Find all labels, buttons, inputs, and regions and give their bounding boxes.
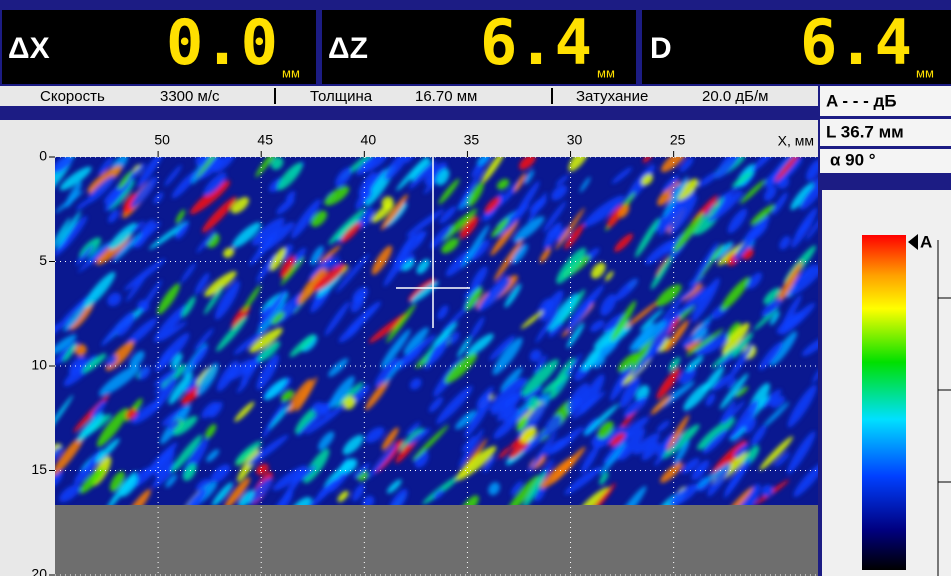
readout-label: ΔZ — [328, 32, 368, 65]
status-value: 3300 м/с — [160, 88, 220, 105]
readout-value: 0.0 — [166, 6, 278, 79]
status-label: Скорость — [40, 88, 105, 105]
status-bar — [0, 86, 818, 106]
readout-label: D — [650, 32, 672, 65]
screen: ΔX 0.0 мм ΔZ 6.4 мм D 6.4 мм Скорость 33… — [0, 0, 951, 576]
x-axis-label: X, мм — [778, 133, 814, 149]
y-tick-label: 0 — [39, 148, 47, 164]
below-thickness — [55, 505, 818, 576]
page: Scan { "header": { "readouts": [ {"label… — [0, 0, 951, 576]
x-tick-label: 25 — [670, 132, 686, 148]
status-label: Затухание — [576, 88, 648, 105]
x-tick-label: 40 — [361, 132, 377, 148]
status-value: 20.0 дБ/м — [702, 88, 768, 105]
x-tick-label: 35 — [464, 132, 480, 148]
scale-label: A — [920, 232, 932, 251]
status-label: Толщина — [310, 88, 373, 105]
x-tick-label: 45 — [257, 132, 273, 148]
readout-value: 6.4 — [480, 6, 592, 79]
y-tick-label: 10 — [31, 357, 47, 373]
readout-unit: мм — [916, 65, 934, 80]
readout-unit: мм — [597, 65, 615, 80]
y-tick-label: 20 — [31, 566, 47, 576]
readout-value: 6.4 — [800, 6, 912, 79]
y-tick-label: 5 — [39, 252, 47, 268]
body: ΔX 0.0 мм ΔZ 6.4 мм D 6.4 мм Скорость 33… — [0, 0, 951, 576]
amplitude: A - - - дБ — [826, 91, 897, 110]
color-scale — [862, 235, 906, 570]
angle: α 90 ° — [830, 150, 876, 169]
status-value: 16.70 мм — [415, 88, 477, 105]
x-tick-label: 30 — [567, 132, 583, 148]
readout-unit: мм — [282, 65, 300, 80]
distance: L 36.7 мм — [826, 122, 904, 141]
readout-label: ΔX — [8, 32, 50, 65]
x-tick-label: 50 — [154, 132, 170, 148]
y-tick-label: 15 — [31, 461, 47, 477]
